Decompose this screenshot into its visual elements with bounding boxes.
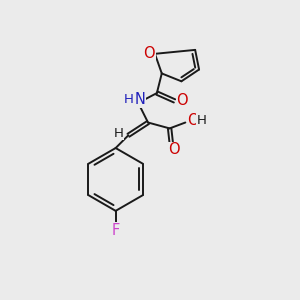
Text: F: F (112, 223, 120, 238)
Text: O: O (143, 46, 155, 61)
Text: O: O (168, 142, 179, 158)
Text: H: H (114, 127, 124, 140)
Text: O: O (177, 93, 188, 108)
Text: H: H (197, 114, 207, 127)
Text: N: N (135, 92, 146, 107)
Text: H: H (124, 93, 133, 106)
Text: O: O (188, 113, 199, 128)
